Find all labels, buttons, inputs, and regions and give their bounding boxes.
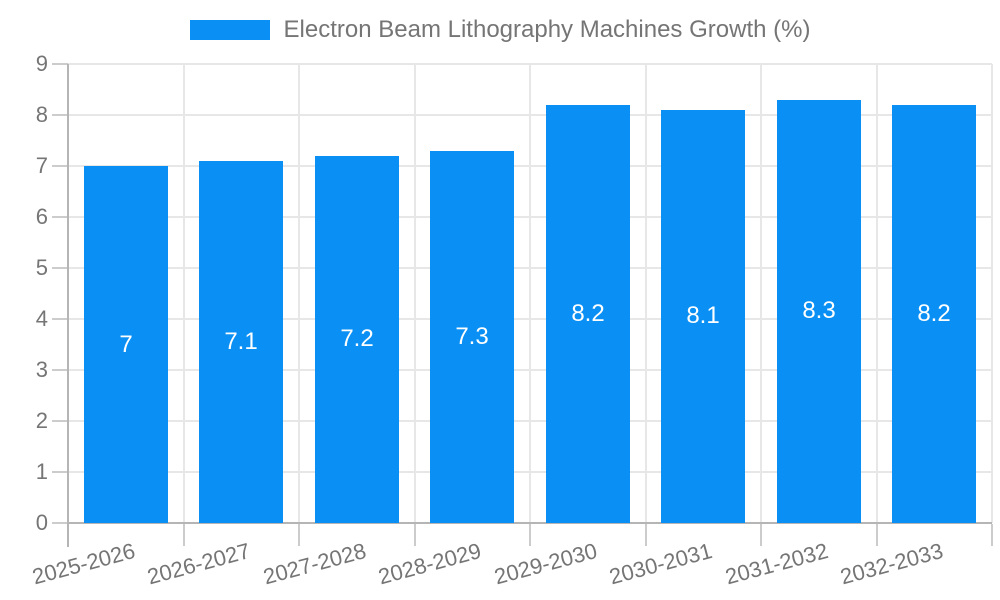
y-tick-label: 4	[35, 306, 48, 331]
x-gridline	[644, 64, 647, 523]
bar	[199, 160, 283, 523]
x-gridline	[413, 64, 416, 523]
x-gridline	[182, 64, 185, 523]
x-tick-label: 2030-2031	[606, 538, 715, 590]
bar	[84, 166, 168, 523]
y-tick	[52, 369, 68, 371]
x-tick-label: 2028-2029	[375, 538, 484, 590]
legend-label: Electron Beam Lithography Machines Growt…	[283, 16, 811, 43]
bar-value-label: 7.1	[224, 328, 258, 355]
y-tick-label: 2	[35, 408, 48, 433]
bar	[315, 155, 399, 523]
bar-value-label: 8.3	[802, 297, 836, 324]
x-gridline	[991, 64, 993, 523]
bar-value-label: 8.1	[686, 302, 720, 329]
legend: Electron Beam Lithography Machines Growt…	[0, 14, 1000, 46]
y-tick	[52, 165, 68, 167]
bar-value-label: 7.2	[340, 325, 374, 352]
y-tick-label: 7	[35, 153, 48, 178]
bar	[661, 109, 745, 523]
legend-swatch	[189, 20, 270, 40]
bar-value-label: 8.2	[917, 300, 951, 327]
x-tick	[875, 524, 878, 546]
x-tick-label: 2026-2027	[144, 538, 253, 590]
x-tick	[298, 524, 300, 546]
x-tick-label: 2031-2032	[722, 538, 831, 590]
y-tick-label: 8	[35, 102, 48, 127]
y-tick-label: 1	[35, 459, 48, 484]
x-gridline	[298, 64, 300, 523]
x-tick	[644, 524, 647, 546]
y-tick	[52, 114, 68, 116]
bar-value-label: 8.2	[571, 300, 605, 327]
x-tick	[182, 524, 185, 546]
y-tick	[52, 522, 68, 524]
bar	[546, 104, 630, 523]
x-tick-label: 2029-2030	[491, 538, 600, 590]
bar-value-label: 7.3	[455, 323, 489, 350]
y-tick	[52, 471, 68, 473]
x-tick-label: 2025-2026	[29, 538, 138, 590]
x-axis-line	[68, 522, 992, 524]
y-tick	[52, 318, 68, 320]
y-tick	[52, 63, 68, 65]
y-tick-label: 6	[35, 204, 48, 229]
bar	[777, 99, 861, 523]
x-gridline	[760, 64, 762, 523]
y-tick-label: 0	[35, 510, 48, 535]
y-axis-line	[67, 64, 69, 547]
x-tick-label: 2032-2033	[837, 538, 946, 590]
y-tick-label: 5	[35, 255, 48, 280]
y-tick	[52, 420, 68, 422]
x-tick-label: 2027-2028	[260, 538, 369, 590]
bar	[892, 104, 976, 523]
bar-value-label: 7	[119, 331, 133, 358]
x-tick	[413, 524, 416, 546]
x-tick	[529, 524, 531, 546]
x-tick	[991, 524, 993, 546]
y-tick	[52, 267, 68, 269]
y-tick-label: 3	[35, 357, 48, 382]
x-gridline	[529, 64, 531, 523]
y-tick-label: 9	[35, 51, 48, 76]
x-tick	[760, 524, 762, 546]
x-gridline	[875, 64, 878, 523]
y-tick	[52, 216, 68, 218]
bar	[430, 150, 514, 523]
